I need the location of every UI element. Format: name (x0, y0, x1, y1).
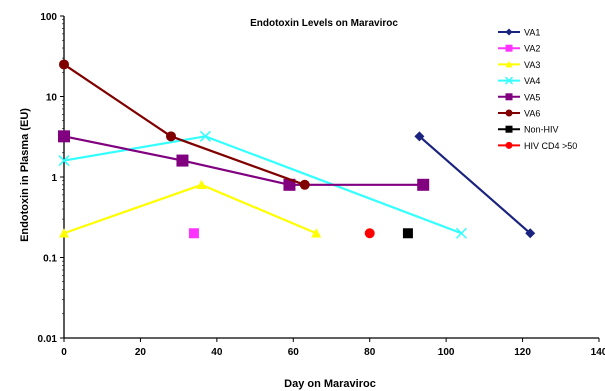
series-line (63, 135, 424, 186)
legend-label: Non-HIV (524, 125, 559, 135)
legend-item: VA4 (498, 76, 540, 86)
data-point (299, 179, 310, 190)
x-tick-label: 20 (135, 347, 147, 358)
series-va2 (188, 228, 199, 239)
y-tick-label: 0.1 (43, 254, 57, 265)
legend-item: HIV CD4 >50 (498, 141, 577, 151)
series-non-hiv (402, 228, 413, 239)
series-va4 (58, 130, 467, 239)
data-point (283, 178, 296, 191)
x-tick-label: 0 (61, 347, 67, 358)
legend-label: VA2 (524, 44, 540, 54)
legend-item: VA1 (498, 28, 540, 38)
axes: 0 20 40 60 80 100 120 140 0.01 0.1 1 10 100 (38, 12, 605, 358)
data-point (414, 131, 425, 142)
data-point (58, 130, 70, 143)
legend-label: VA5 (524, 92, 540, 102)
series-line (63, 63, 306, 186)
legend-item: VA6 (498, 109, 540, 119)
series-va6 (59, 59, 310, 190)
data-point (199, 130, 211, 142)
legend-marker (505, 125, 513, 133)
data-point (525, 228, 536, 239)
data-point (402, 228, 413, 239)
legend-marker (505, 44, 513, 52)
data-point (188, 228, 199, 239)
legend-label: VA1 (524, 28, 540, 38)
legend-label: VA3 (524, 60, 540, 70)
legend-item: VA3 (498, 60, 540, 70)
series-line (418, 135, 531, 235)
x-tick-label: 100 (438, 347, 455, 358)
series-line (63, 183, 317, 235)
x-tick-label: 140 (591, 347, 605, 358)
x-tick-label: 60 (288, 347, 300, 358)
x-tick-label: 80 (364, 347, 376, 358)
legend-marker (505, 60, 513, 68)
y-tick-label: 0.01 (38, 334, 58, 345)
data-point (59, 59, 69, 70)
chart-title: Endotoxin Levels on Maraviroc (250, 18, 398, 29)
series-va3 (59, 179, 322, 238)
data-point (311, 228, 322, 238)
data-point (166, 131, 176, 142)
series-va1 (414, 131, 536, 239)
data-point (176, 154, 189, 167)
x-tick-label: 120 (514, 347, 531, 358)
data-point (58, 155, 70, 167)
legend-marker (505, 28, 513, 36)
y-tick-label: 100 (40, 12, 57, 23)
y-axis-title: Endotoxin in Plasma (EU) (19, 108, 31, 242)
x-tick-label: 40 (211, 347, 223, 358)
legend-item: VA2 (498, 44, 540, 54)
legend-label: HIV CD4 >50 (524, 141, 577, 151)
y-tick-label: 1 (51, 173, 57, 184)
data-point (59, 228, 69, 238)
legend-marker (505, 109, 513, 117)
series-layer (58, 59, 536, 239)
legend: VA1 VA2 VA3 VA4 VA5 VA6 Non-HIV HIV CD4 >50 (498, 28, 577, 151)
series-hiv-cd4-50 (364, 228, 375, 239)
legend-marker (505, 141, 513, 149)
data-point (364, 228, 375, 239)
legend-item: Non-HIV (498, 125, 559, 135)
data-point (196, 179, 207, 190)
legend-label: VA6 (524, 109, 540, 119)
data-point (417, 178, 430, 191)
y-tick-label: 10 (46, 93, 58, 104)
legend-label: VA4 (524, 76, 540, 86)
legend-marker (505, 93, 513, 101)
legend-item: VA5 (498, 92, 540, 102)
x-axis-title: Day on Maraviroc (284, 378, 376, 390)
series-va5 (58, 130, 430, 191)
data-point (455, 227, 467, 239)
legend-marker (504, 76, 514, 85)
